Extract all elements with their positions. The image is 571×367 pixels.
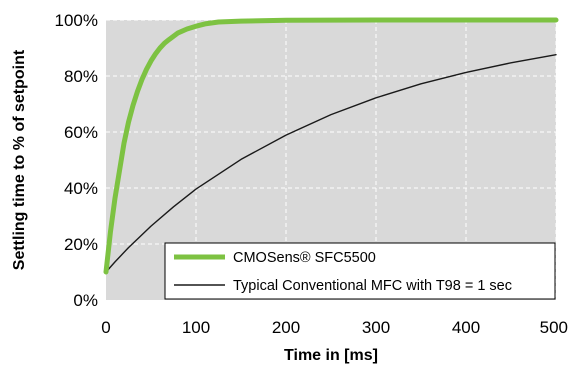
tick-labels: 0% 20% 40% 60% 80% 100% 0 100 200 300 400 500 <box>55 11 568 337</box>
y-tick-label: 40% <box>64 179 98 198</box>
x-tick-label: 200 <box>272 318 300 337</box>
x-axis-title: Time in [ms] <box>284 347 378 364</box>
y-tick-label: 80% <box>64 67 98 86</box>
legend-label: Typical Conventional MFC with T98 = 1 se… <box>233 278 512 294</box>
series-line-conventional-mfc <box>105 54 557 273</box>
series-lines <box>103 17 559 275</box>
y-tick-label: 20% <box>64 235 98 254</box>
x-tick-label: 300 <box>362 318 390 337</box>
legend-label: CMOSens® SFC5500 <box>233 250 376 266</box>
y-axis-title: Settling time to % of setpoint <box>11 49 28 270</box>
x-tick-label: 100 <box>182 318 210 337</box>
y-tick-label: 0% <box>73 291 98 310</box>
y-tick-label: 60% <box>64 123 98 142</box>
legend-box <box>164 242 556 300</box>
x-tick-label: 0 <box>101 318 110 337</box>
legend: CMOSens® SFC5500 Typical Conventional MFC… <box>164 242 556 300</box>
x-tick-label: 500 <box>540 318 568 337</box>
y-tick-label: 100% <box>55 11 98 30</box>
x-tick-label: 400 <box>452 318 480 337</box>
series-line-cmosens <box>103 17 559 275</box>
